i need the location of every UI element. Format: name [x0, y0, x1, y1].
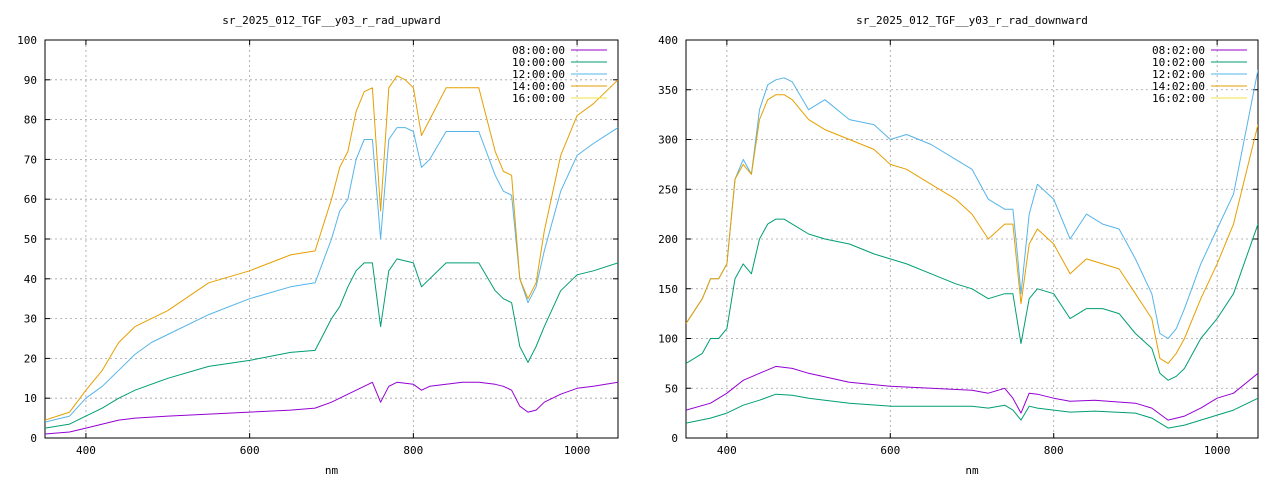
y-tick-label: 60: [24, 193, 37, 206]
legend-label: 16:02:00: [1152, 92, 1205, 105]
legend-label: 16:00:00: [512, 92, 565, 105]
legend-label: 12:02:00: [1152, 68, 1205, 81]
y-tick-label: 90: [24, 74, 37, 87]
y-tick-label: 30: [24, 313, 37, 326]
y-tick-label: 100: [17, 34, 37, 47]
legend-label: 10:02:00: [1152, 56, 1205, 69]
y-tick-label: 0: [30, 432, 37, 445]
x-tick-label: 600: [240, 444, 260, 457]
y-tick-label: 50: [24, 233, 37, 246]
y-tick-label: 80: [24, 114, 37, 127]
series-line-12:02:00: [686, 69, 1258, 339]
y-tick-label: 250: [658, 183, 678, 196]
legend-label: 14:00:00: [512, 80, 565, 93]
y-tick-label: 70: [24, 153, 37, 166]
x-tick-label: 400: [717, 444, 737, 457]
legend-label: 08:02:00: [1152, 44, 1205, 57]
y-tick-label: 40: [24, 273, 37, 286]
y-tick-label: 0: [671, 432, 678, 445]
chart-panel-2: 400 600 800 1000 0 50 100 150 200 250 300 350 400 sr_…: [658, 14, 1259, 477]
x-tick-label: 400: [76, 444, 96, 457]
series-line-12:00:00: [45, 127, 618, 423]
y-tick-label: 150: [658, 283, 678, 296]
y-tick-label: 10: [24, 392, 37, 405]
legend-label: 10:00:00: [512, 56, 565, 69]
x-tick-label: 1000: [564, 444, 591, 457]
series-line-extra-5: [686, 218, 1258, 381]
series-line-14:02:00: [686, 94, 1258, 364]
y-tick-label: 350: [658, 84, 678, 97]
y-tick-label: 400: [658, 34, 678, 47]
series-line-14:00:00: [45, 75, 618, 421]
chart-panel-1: 400 600 800 1000 0 10 20 30 40 50 60 70 80 90 100 sr_20…: [17, 14, 619, 477]
y-tick-label: 100: [658, 333, 678, 346]
x-tick-label: 1000: [1204, 444, 1231, 457]
chart-title: sr_2025_012_TGF__y03_r_rad_upward: [222, 14, 441, 27]
x-axis-label: nm: [965, 464, 979, 477]
y-tick-label: 200: [658, 233, 678, 246]
x-tick-label: 600: [880, 444, 900, 457]
x-axis-label: nm: [325, 464, 339, 477]
y-tick-label: 20: [24, 352, 37, 365]
chart-title: sr_2025_012_TGF__y03_r_rad_downward: [856, 14, 1088, 27]
legend-label: 08:00:00: [512, 44, 565, 57]
y-tick-label: 300: [658, 134, 678, 147]
series-line-08:02:00: [686, 365, 1258, 421]
x-tick-label: 800: [403, 444, 423, 457]
y-tick-label: 50: [665, 382, 678, 395]
series-line-08:00:00: [45, 381, 618, 435]
series-line-10:02:00: [686, 393, 1258, 429]
legend-label: 12:00:00: [512, 68, 565, 81]
x-tick-label: 800: [1044, 444, 1064, 457]
series-line-10:00:00: [45, 258, 618, 429]
legend-label: 14:02:00: [1152, 80, 1205, 93]
